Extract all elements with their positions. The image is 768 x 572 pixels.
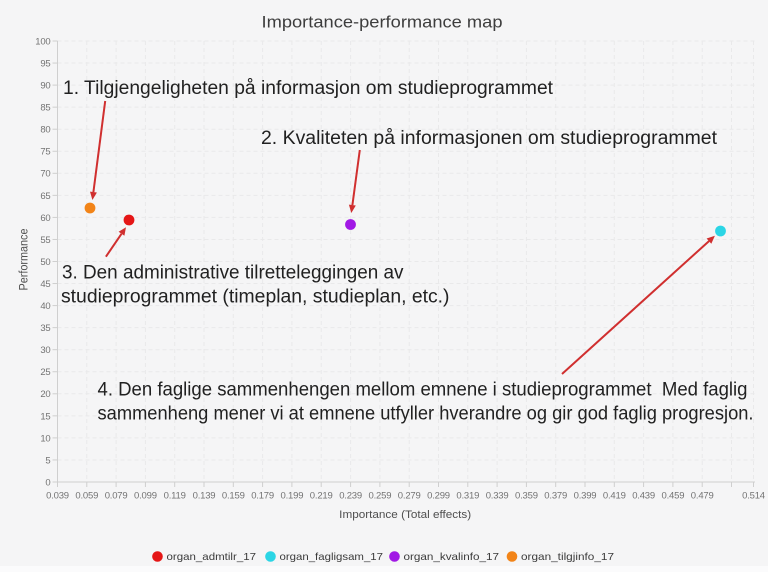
svg-text:90: 90 — [40, 81, 50, 92]
svg-text:organ_tilgjinfo_17: organ_tilgjinfo_17 — [521, 551, 614, 563]
svg-text:40: 40 — [40, 301, 50, 312]
svg-text:80: 80 — [40, 125, 50, 136]
svg-text:sammenheng mener vi at emnene: sammenheng mener vi at emnene utfyller h… — [98, 404, 754, 425]
svg-text:10: 10 — [40, 433, 50, 444]
svg-text:Performance: Performance — [19, 229, 31, 291]
svg-text:60: 60 — [40, 213, 50, 224]
svg-text:0.339: 0.339 — [486, 491, 509, 502]
svg-text:0.379: 0.379 — [544, 491, 567, 502]
svg-text:75: 75 — [40, 147, 50, 158]
svg-text:55: 55 — [40, 235, 50, 246]
svg-text:20: 20 — [40, 389, 50, 400]
svg-text:95: 95 — [40, 58, 50, 69]
svg-text:0.179: 0.179 — [251, 491, 274, 502]
svg-text:0.139: 0.139 — [193, 491, 216, 502]
svg-text:5: 5 — [45, 455, 50, 466]
svg-text:Importance (Total effects): Importance (Total effects) — [339, 509, 471, 521]
svg-text:4. Den faglige sammenhengen me: 4. Den faglige sammenhengen mellom emnen… — [98, 380, 748, 401]
svg-text:35: 35 — [40, 323, 50, 334]
svg-text:65: 65 — [40, 191, 50, 202]
svg-text:0.359: 0.359 — [515, 491, 538, 502]
svg-text:70: 70 — [40, 169, 50, 180]
svg-text:1. Tilgjengeligheten på inform: 1. Tilgjengeligheten på informasjon om s… — [63, 78, 554, 99]
svg-text:2. Kvaliteten på informasjonen: 2. Kvaliteten på informasjonen om studie… — [261, 128, 718, 149]
svg-text:0.259: 0.259 — [369, 491, 392, 502]
svg-text:0.219: 0.219 — [310, 491, 333, 502]
svg-text:0.459: 0.459 — [662, 491, 685, 502]
svg-text:85: 85 — [40, 103, 50, 114]
svg-text:100: 100 — [35, 36, 50, 47]
svg-text:45: 45 — [40, 279, 50, 290]
svg-text:Importance-performance map: Importance-performance map — [262, 13, 503, 32]
svg-text:0.099: 0.099 — [134, 491, 157, 502]
svg-text:15: 15 — [40, 411, 50, 422]
svg-text:organ_admtilr_17: organ_admtilr_17 — [167, 551, 257, 563]
svg-text:0.279: 0.279 — [398, 491, 421, 502]
svg-text:0.119: 0.119 — [164, 491, 186, 502]
svg-text:0.514: 0.514 — [742, 491, 765, 502]
svg-text:0.479: 0.479 — [691, 491, 714, 502]
svg-text:0.079: 0.079 — [105, 491, 128, 502]
svg-text:0.159: 0.159 — [222, 491, 245, 502]
svg-text:0.239: 0.239 — [339, 491, 362, 502]
svg-text:0.399: 0.399 — [574, 491, 597, 502]
svg-text:0.299: 0.299 — [427, 491, 450, 502]
svg-text:0: 0 — [45, 477, 50, 488]
svg-text:organ_fagligsam_17: organ_fagligsam_17 — [280, 551, 384, 563]
svg-text:25: 25 — [40, 367, 50, 378]
svg-text:organ_kvalinfo_17: organ_kvalinfo_17 — [404, 551, 500, 563]
svg-text:0.199: 0.199 — [281, 491, 304, 502]
svg-text:30: 30 — [40, 345, 50, 356]
svg-text:0.439: 0.439 — [632, 491, 655, 502]
svg-text:3. Den administrative tilrette: 3. Den administrative tilretteleggingen … — [62, 263, 404, 284]
svg-text:0.419: 0.419 — [603, 491, 626, 502]
svg-text:0.059: 0.059 — [75, 491, 98, 502]
svg-text:studieprogrammet (timeplan, st: studieprogrammet (timeplan, studieplan, … — [61, 287, 449, 308]
svg-text:0.039: 0.039 — [46, 491, 69, 502]
svg-text:0.319: 0.319 — [456, 491, 479, 502]
svg-text:50: 50 — [40, 257, 50, 268]
